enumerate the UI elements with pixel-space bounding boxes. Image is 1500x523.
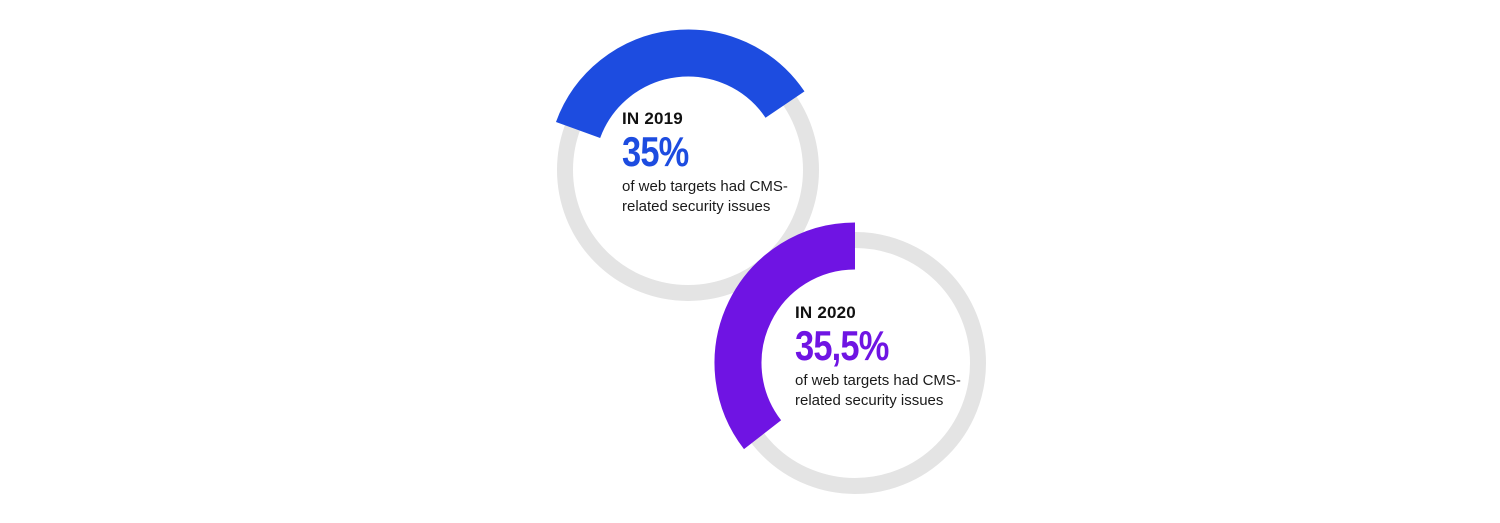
year-label: IN 2020 — [795, 303, 856, 322]
ring-arc-2019 — [555, 29, 805, 139]
percent-value: 35% — [622, 128, 689, 175]
ring-arc-2020 — [714, 222, 856, 450]
stat-block-2019: IN 2019 35% of web targets had CMS-relat… — [622, 109, 802, 217]
stat-caption: of web targets had CMS-related security … — [622, 178, 788, 215]
stat-caption: of web targets had CMS-related security … — [795, 372, 961, 409]
stat-block-2020: IN 2020 35,5% of web targets had CMS-rel… — [795, 303, 975, 411]
year-label: IN 2019 — [622, 109, 683, 128]
percent-value: 35,5% — [795, 322, 889, 369]
